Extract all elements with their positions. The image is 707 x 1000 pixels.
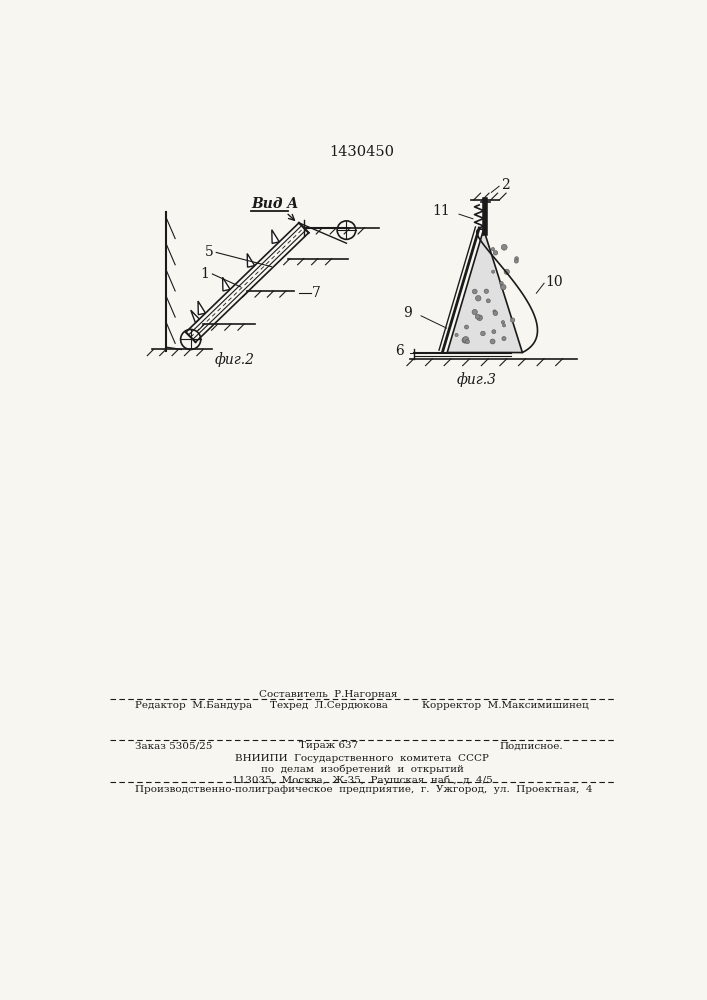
Text: 10: 10 [546,275,563,289]
Circle shape [500,281,503,285]
Text: Редактор  М.Бандура: Редактор М.Бандура [135,701,252,710]
Circle shape [493,251,498,255]
Polygon shape [198,301,206,315]
Circle shape [514,259,518,263]
Text: Техред  Л.Сердюкова: Техред Л.Сердюкова [269,701,387,710]
Circle shape [490,339,495,344]
Text: 1: 1 [200,267,209,281]
Text: 7: 7 [312,286,321,300]
Text: 11: 11 [432,204,450,218]
Text: фиг.3: фиг.3 [457,373,496,387]
Circle shape [501,284,506,290]
Polygon shape [448,229,522,353]
Circle shape [486,299,490,303]
Text: Корректор  М.Максимишинец: Корректор М.Максимишинец [421,701,588,710]
Text: 9: 9 [403,306,411,320]
Text: 2: 2 [501,178,510,192]
Polygon shape [271,230,279,243]
Circle shape [481,331,485,336]
Circle shape [463,337,469,343]
Circle shape [491,270,495,273]
Circle shape [476,296,481,301]
Circle shape [515,257,518,260]
Circle shape [501,321,505,324]
Circle shape [491,247,495,251]
Circle shape [492,330,496,334]
Text: Составитель  Р.Нагорная: Составитель Р.Нагорная [259,690,398,699]
Circle shape [464,325,469,329]
Text: 1430450: 1430450 [329,145,395,159]
Circle shape [465,340,469,344]
Polygon shape [223,277,230,291]
Circle shape [472,289,477,294]
Circle shape [504,269,510,274]
Text: ВНИИПИ  Государственного  комитета  СССР: ВНИИПИ Государственного комитета СССР [235,754,489,763]
Circle shape [477,315,482,321]
Circle shape [475,314,480,319]
Text: 5: 5 [204,245,213,259]
Circle shape [484,289,489,293]
Text: Тираж 637: Тираж 637 [299,741,358,750]
Text: Заказ 5305/25: Заказ 5305/25 [135,741,212,750]
Text: Вид A: Вид A [251,197,298,211]
Circle shape [503,324,506,327]
Circle shape [501,244,507,250]
Text: фиг.2: фиг.2 [215,353,255,367]
Polygon shape [191,310,199,323]
Text: Производственно-полиграфическое  предприятие,  г.  Ужгород,  ул.  Проектная,  4: Производственно-полиграфическое предприя… [135,785,592,794]
Circle shape [472,309,477,315]
Circle shape [493,310,496,313]
Text: Подписное.: Подписное. [499,741,563,750]
Circle shape [510,318,515,322]
Circle shape [493,311,498,316]
Circle shape [462,337,468,343]
Circle shape [502,336,506,341]
Polygon shape [247,254,255,267]
Circle shape [455,333,458,337]
Text: по  делам  изобретений  и  открытий: по делам изобретений и открытий [260,764,463,774]
Text: 6: 6 [395,344,404,358]
Text: 113035,  Москва,  Ж-35,  Раушская  наб.,  д. 4/5: 113035, Москва, Ж-35, Раушская наб., д. … [232,775,492,785]
